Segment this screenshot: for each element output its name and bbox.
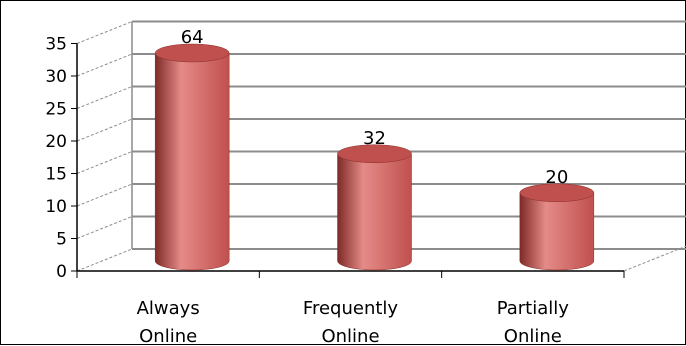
x-tick-label: Always — [137, 298, 200, 319]
y-tick-label: 20 — [45, 132, 67, 152]
bar-top — [337, 144, 412, 163]
y-tick-label: 10 — [45, 197, 67, 217]
y-tick-label: 0 — [56, 262, 67, 282]
bar-top — [154, 43, 230, 63]
gridline-side — [76, 248, 133, 272]
y-tick-label: 30 — [45, 67, 67, 87]
label-layer: 0 5 10 15 20 25 30 35 64 Always Online 32 Frequently… — [45, 27, 569, 346]
data-label: 32 — [363, 128, 386, 149]
y-tick-label: 15 — [45, 165, 67, 185]
bar-top — [519, 183, 595, 202]
y-tick-label: 35 — [45, 35, 67, 55]
floor-edge — [623, 245, 686, 272]
axis-layer — [71, 21, 686, 278]
y-tick-label: 5 — [56, 230, 67, 250]
gridline-side — [76, 21, 133, 44]
gridline-side — [76, 183, 133, 207]
bar-layer — [154, 43, 595, 271]
x-tick-label: Frequently — [303, 298, 398, 319]
y-tick-label: 25 — [45, 100, 67, 120]
gridline-side — [76, 53, 133, 77]
bar — [154, 43, 230, 271]
bar-body — [519, 192, 595, 271]
x-tick-label: Online — [321, 326, 379, 346]
bar — [337, 144, 412, 271]
x-tick-label: Online — [139, 326, 197, 346]
gridline-side — [76, 86, 133, 109]
gridline-side — [76, 151, 133, 174]
gridline-side — [76, 216, 133, 239]
data-label: 64 — [181, 27, 204, 48]
x-tick-label: Partially — [497, 298, 570, 319]
data-label: 20 — [545, 167, 568, 188]
bar-body — [337, 153, 412, 271]
gridline-side — [76, 118, 133, 142]
bar — [519, 183, 595, 271]
x-tick-label: Online — [504, 326, 562, 346]
bar-body — [154, 52, 230, 271]
